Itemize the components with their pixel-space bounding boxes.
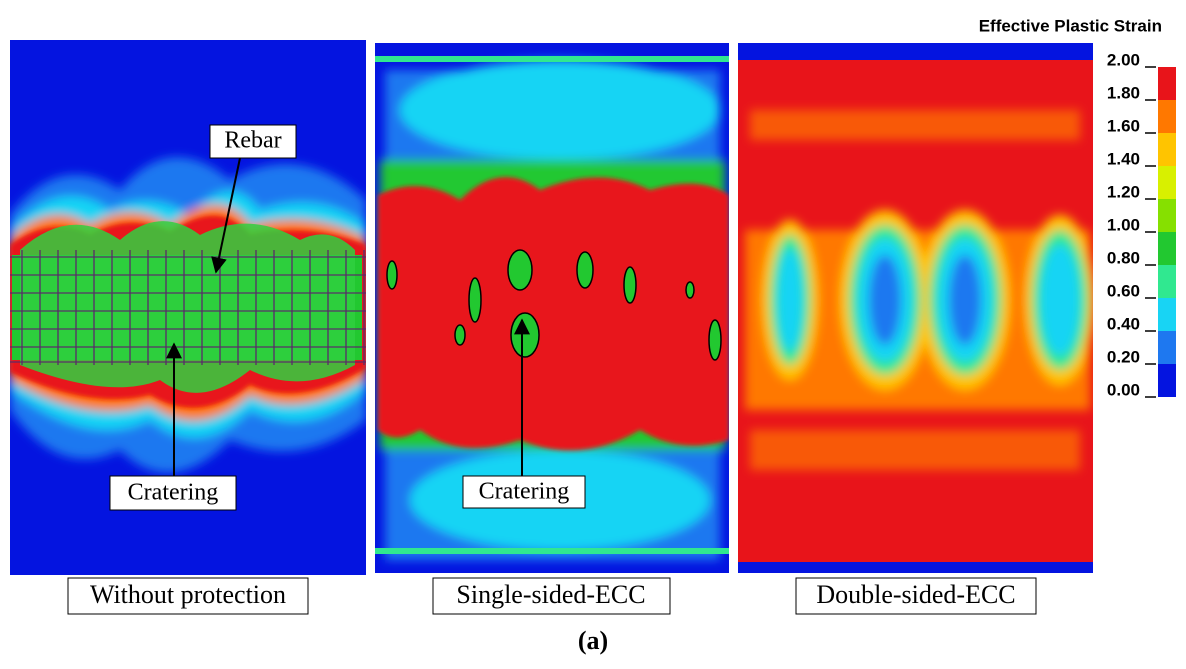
colorbar-segment (1158, 67, 1176, 100)
annotation: Cratering (128, 480, 219, 506)
colorbar-segment (1158, 199, 1176, 232)
annotation: Cratering (479, 479, 570, 505)
colorbar-title: Effective Plastic Strain (979, 16, 1162, 35)
panel-caption: Double-sided-ECC (816, 580, 1015, 609)
panel-caption: Without protection (90, 580, 286, 609)
colorbar-segment (1158, 265, 1176, 298)
colorbar-segment (1158, 331, 1176, 364)
colorbar-label: 0.60 (1107, 281, 1140, 300)
colorbar-label: 1.80 (1107, 83, 1140, 102)
colorbar-label: 1.40 (1107, 149, 1140, 168)
contour-panel-2 (375, 43, 729, 573)
colorbar-segment (1158, 100, 1176, 133)
colorbar-label: 0.40 (1107, 314, 1140, 333)
colorbar-segment (1158, 232, 1176, 265)
contour-panel-3 (738, 43, 1093, 573)
colorbar-label: 1.00 (1107, 215, 1140, 234)
colorbar: 2.00 1.80 1.60 1.40 1.20 1.00 0.80 0.60 0.40 0.20… (1107, 50, 1176, 399)
colorbar-label: 0.00 (1107, 380, 1140, 399)
panel-caption: Single-sided-ECC (456, 580, 645, 609)
colorbar-label: 0.80 (1107, 248, 1140, 267)
colorbar-segment (1158, 364, 1176, 397)
colorbar-label: 0.20 (1107, 347, 1140, 366)
contour-panel-1 (10, 40, 366, 575)
colorbar-label: 1.60 (1107, 116, 1140, 135)
figure-label: (a) (578, 626, 608, 655)
annotation: Rebar (224, 128, 281, 154)
colorbar-label: 1.20 (1107, 182, 1140, 201)
colorbar-segment (1158, 166, 1176, 199)
colorbar-segment (1158, 298, 1176, 331)
colorbar-label: 2.00 (1107, 50, 1140, 69)
colorbar-segment (1158, 133, 1176, 166)
